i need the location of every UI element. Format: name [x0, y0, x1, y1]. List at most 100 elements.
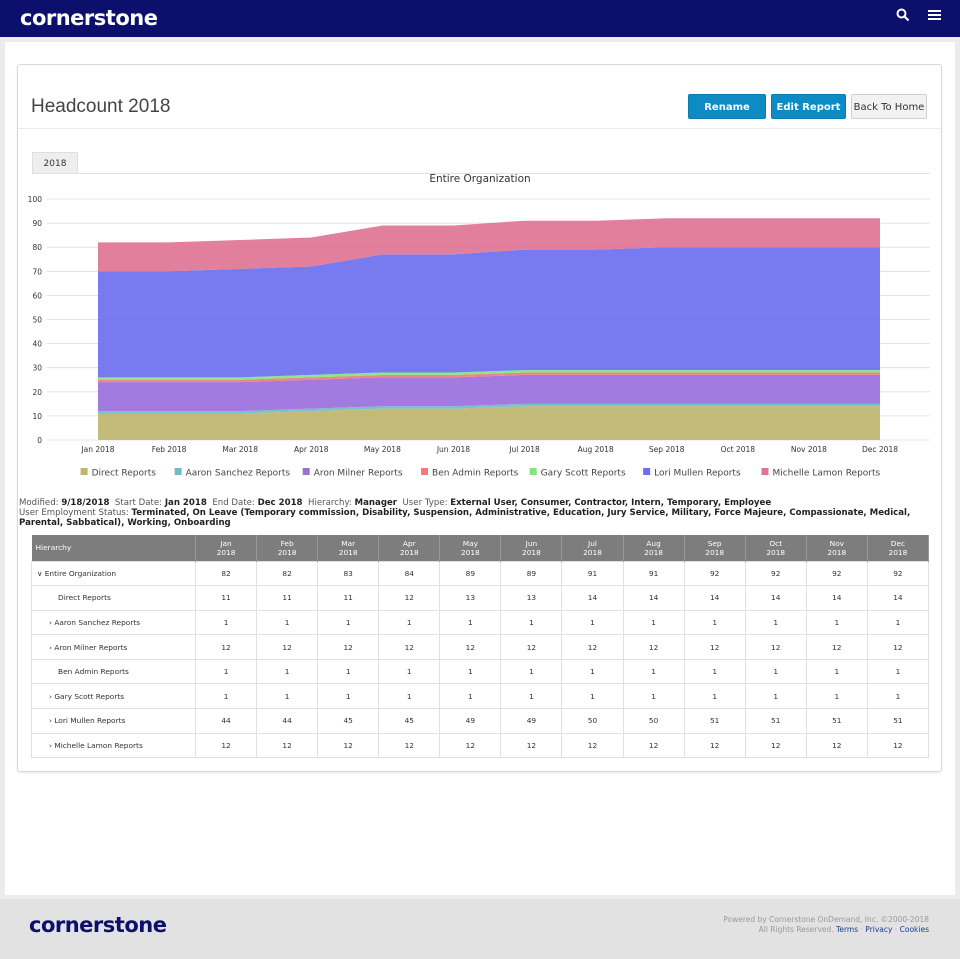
edit-report-button[interactable]: Edit Report — [771, 94, 846, 119]
headcount-cell: 12 — [378, 585, 441, 611]
row-label[interactable]: Entire Organization — [44, 568, 117, 578]
rename-report-button[interactable]: Rename Report — [688, 94, 766, 138]
legend-swatch — [643, 468, 651, 475]
headcount-cell: 91 — [623, 560, 685, 587]
headcount-cell: 1 — [806, 659, 868, 685]
headcount-cell: 1 — [684, 683, 746, 710]
headcount-cell: 1 — [867, 683, 930, 710]
column-header-month: Oct 2018 — [745, 535, 807, 561]
row-label[interactable]: Michelle Lamon Reports — [54, 740, 143, 750]
hamburger-menu-icon[interactable] — [928, 8, 941, 26]
column-header-month: Jun 2018 — [500, 535, 563, 561]
y-tick-label: 40 — [32, 340, 42, 349]
column-header-month: Feb 2018 — [256, 535, 319, 561]
headcount-cell: 12 — [561, 634, 624, 660]
headcount-cell: 12 — [623, 634, 685, 660]
headcount-cell: 13 — [500, 585, 563, 611]
table-row: › Michelle Lamon Reports 12 12 12 12 12 12 12 12… — [31, 733, 930, 759]
headcount-cell: 1 — [500, 610, 563, 636]
headcount-cell: 12 — [500, 733, 563, 759]
table-row: › Aron Milner Reports 12 12 12 12 12 12 12 12 12 1… — [31, 634, 930, 660]
expand-chevron-icon[interactable]: › — [49, 740, 55, 750]
headcount-cell: 1 — [195, 659, 258, 685]
column-header-month: Jul 2018 — [561, 535, 624, 561]
hierarchy-cell: › Gary Scott Reports — [31, 683, 196, 710]
area-series-5 — [98, 247, 880, 378]
headcount-cell: 92 — [684, 560, 746, 587]
privacy-link[interactable]: Privacy — [865, 925, 893, 934]
legend-item: Aaron Sanchez Reports — [186, 469, 291, 479]
headcount-cell: 14 — [561, 585, 624, 611]
expand-chevron-icon[interactable]: › — [49, 716, 55, 726]
y-tick-label: 50 — [32, 316, 42, 325]
row-label[interactable]: Aron Milner Reports — [54, 642, 128, 652]
headcount-cell: 1 — [378, 659, 441, 685]
headcount-cell: 12 — [378, 634, 441, 660]
legend-item: Aron Milner Reports — [314, 469, 403, 479]
expand-chevron-icon[interactable]: › — [49, 617, 55, 627]
headcount-cell: 1 — [195, 683, 258, 710]
headcount-cell: 1 — [378, 610, 441, 636]
headcount-cell: 1 — [806, 610, 868, 636]
headcount-cell: 12 — [195, 634, 258, 660]
legend-item: Michelle Lamon Reports — [772, 469, 880, 479]
y-tick-label: 80 — [32, 243, 42, 252]
area-series-0 — [98, 406, 880, 440]
cookies-link[interactable]: Cookies — [899, 925, 929, 934]
headcount-cell: 44 — [195, 708, 258, 734]
hierarchy-cell: Ben Admin Reports — [31, 659, 196, 685]
headcount-area-chart: Entire Organization 0 10 20 30 40 50 60 70 80 90 10… — [28, 173, 930, 479]
headcount-cell: 14 — [867, 585, 930, 611]
back-to-home-button[interactable]: Back To Home — [851, 94, 927, 119]
expand-chevron-icon[interactable]: › — [49, 642, 55, 652]
headcount-cell: 1 — [561, 683, 624, 710]
x-tick-label: May 2018 — [364, 445, 401, 454]
legend-swatch — [529, 468, 537, 475]
headcount-cell: 1 — [500, 683, 563, 710]
tab-underline — [32, 173, 930, 174]
collapse-chevron-icon[interactable]: ∨ — [37, 568, 45, 578]
headcount-cell: 11 — [317, 585, 380, 611]
headcount-cell: 12 — [867, 733, 930, 759]
headcount-cell: 45 — [378, 708, 441, 734]
legend-swatch — [761, 468, 769, 475]
hierarchy-cell: Direct Reports — [31, 585, 196, 611]
legend-item: Direct Reports — [92, 469, 157, 479]
legend-item: Lori Mullen Reports — [654, 469, 741, 479]
x-tick-label: Jul 2018 — [508, 445, 540, 454]
report-metadata: Modified: 9/18/2018 Start Date: Jan 2018… — [19, 498, 911, 528]
cornerstone-logo[interactable]: cornerstone — [20, 6, 158, 30]
headcount-cell: 82 — [256, 560, 319, 587]
headcount-cell: 1 — [561, 610, 624, 636]
table-row: › Lori Mullen Reports 44 44 45 45 49 49 50 50 51 5… — [31, 708, 930, 734]
tab-2018[interactable]: 2018 — [32, 152, 78, 174]
x-tick-label: Mar 2018 — [222, 445, 258, 454]
expand-chevron-icon[interactable]: › — [49, 691, 55, 701]
column-header-month: Aug 2018 — [623, 535, 685, 561]
x-tick-label: Aug 2018 — [578, 445, 614, 454]
column-header-hierarchy: Hierarchy — [31, 535, 196, 561]
headcount-cell: 92 — [806, 560, 868, 587]
headcount-cell: 91 — [561, 560, 624, 587]
column-header-month: Mar 2018 — [317, 535, 380, 561]
legend-swatch — [80, 468, 88, 475]
table-row: Direct Reports 11 11 11 12 13 13 14 14 14 14 14 14 — [31, 585, 930, 611]
headcount-cell: 1 — [378, 683, 441, 710]
table-row: Ben Admin Reports 1 1 1 1 1 1 1 1 1 1 1 1 — [31, 659, 930, 685]
terms-link[interactable]: Terms — [836, 925, 859, 934]
headcount-cell: 12 — [867, 634, 930, 660]
row-label[interactable]: Lori Mullen Reports — [54, 716, 126, 726]
headcount-cell: 92 — [745, 560, 807, 587]
headcount-cell: 12 — [684, 733, 746, 759]
footer-cornerstone-logo: cornerstone — [29, 913, 167, 937]
headcount-cell: 1 — [684, 610, 746, 636]
headcount-cell: 82 — [195, 560, 258, 587]
row-label: Ben Admin Reports — [58, 667, 129, 677]
headcount-cell: 51 — [867, 708, 930, 734]
headcount-cell: 1 — [745, 659, 807, 685]
row-label[interactable]: Aaron Sanchez Reports — [54, 617, 141, 627]
row-label: Direct Reports — [58, 593, 111, 603]
row-label[interactable]: Gary Scott Reports — [54, 691, 125, 701]
search-icon[interactable] — [896, 8, 910, 27]
headcount-cell: 12 — [317, 733, 380, 759]
